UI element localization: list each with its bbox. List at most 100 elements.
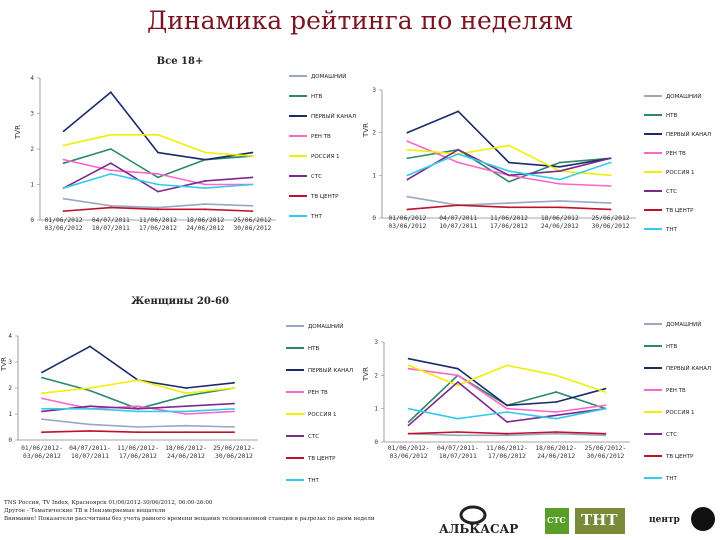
x-tick-label-line: 24/06/2012 — [541, 223, 579, 230]
data-point-россия-1 — [109, 133, 112, 136]
legend-label-стс: СТС — [666, 432, 677, 438]
data-point-первый-канал — [558, 165, 561, 168]
data-point-рен-тв — [555, 411, 558, 413]
data-point-тв-центр — [555, 431, 558, 433]
x-tick-label-line: 17/06/2012 — [119, 453, 157, 460]
legend-label-россия-1: РОССИЯ 1 — [308, 412, 337, 418]
y-tick-label: 4 — [8, 333, 12, 340]
data-point-тнт — [204, 187, 207, 189]
data-point-тв-центр — [558, 206, 561, 209]
series-line-домашний — [63, 197, 253, 209]
y-tick-label: 1 — [372, 172, 376, 179]
stc-logo-box — [545, 508, 569, 534]
data-point-тв-центр — [456, 431, 459, 433]
series-line-россия-1 — [408, 364, 606, 393]
data-point-стс — [89, 405, 91, 408]
data-point-россия-1 — [456, 384, 459, 387]
x-tick-label-line: 01/06/2012- — [21, 445, 63, 452]
x-tick-label: 25/06/2012 30/06/2012 — [233, 217, 271, 232]
data-point-стс — [185, 405, 187, 408]
x-tick-label-line: 25/06/2012 — [233, 217, 271, 224]
y-tick-label: 2 — [8, 385, 12, 392]
data-point-тв-центр — [457, 204, 460, 207]
y-tick-label: 3 — [30, 111, 34, 118]
data-point-россия-1 — [604, 391, 607, 393]
data-point-домашний — [558, 200, 561, 202]
data-point-рен-тв — [185, 413, 187, 415]
data-point-тнт — [185, 410, 187, 413]
data-point-домашний — [204, 203, 207, 205]
x-tick-label-line: 25/06/2012- — [213, 445, 255, 452]
x-tick-label-line: 17/06/2012 — [488, 453, 526, 460]
x-tick-label-line: 03/06/2012 — [45, 225, 83, 232]
data-point-тнт — [251, 183, 254, 186]
data-point-тнт — [406, 174, 409, 177]
center-logo: центр — [649, 515, 680, 525]
y-tick-label: 0 — [30, 217, 34, 224]
data-point-первый-канал — [508, 161, 510, 164]
alkasar-logo-mark — [459, 505, 487, 525]
data-point-домашний — [89, 423, 91, 426]
data-point-домашний — [251, 204, 254, 207]
data-point-домашний — [609, 202, 612, 204]
data-point-стс — [406, 178, 409, 181]
x-tick-label: 25/06/2012-30/06/2012 — [585, 445, 627, 460]
y-axis-label: TVR — [362, 123, 370, 138]
data-point-стс — [506, 421, 508, 423]
y-tick-label: 3 — [372, 87, 376, 94]
chart-men-20-60: Мужчины 20-60TVR012301/06/2012-03/06/201… — [362, 321, 711, 482]
x-tick-label-line: 17/06/2012 — [139, 225, 177, 232]
data-point-тв-центр — [609, 208, 612, 211]
y-tick-label: 3 — [374, 339, 378, 346]
legend-label-рен-тв: РЕН ТВ — [311, 134, 331, 140]
data-point-россия-1 — [609, 174, 612, 177]
data-point-рен-тв — [109, 169, 112, 172]
x-tick-label-line: 01/06/2012 — [45, 217, 83, 224]
data-point-нтв — [407, 421, 410, 423]
x-tick-label-line: 18/06/2012 — [186, 217, 224, 224]
data-point-первый-канал — [604, 387, 607, 390]
data-point-нтв — [89, 389, 91, 392]
footer-source: TNS Россия, TV Index, Красноярск 01/06/2… — [4, 500, 213, 506]
data-point-домашний — [62, 197, 65, 200]
data-point-россия-1 — [89, 387, 91, 389]
footer-notes: TNS Россия, TV Index, Красноярск 01/06/2… — [4, 499, 424, 523]
legend-label-нтв: НТВ — [308, 346, 319, 352]
x-tick-label-line: 25/06/2012- — [585, 445, 627, 452]
x-tick-label-line: 24/06/2012 — [167, 453, 205, 460]
data-point-тнт — [506, 411, 508, 413]
data-point-тв-центр — [406, 208, 409, 211]
legend-label-нтв: НТВ — [666, 344, 677, 350]
data-point-тв-центр — [506, 432, 508, 435]
tnt-logo: ТНТ — [581, 511, 618, 529]
legend-label-первый-канал: ПЕРВЫЙ КАНАЛ — [308, 367, 353, 374]
footer-other-note: Другое - Тематические ТВ и Неизмеряемые … — [4, 508, 166, 514]
data-point-стс — [407, 424, 410, 427]
data-point-тнт — [41, 407, 43, 410]
series-line-первый-канал — [407, 110, 611, 168]
x-tick-label-line: 03/06/2012 — [388, 223, 426, 230]
x-tick-label: 01/06/2012-03/06/2012 — [21, 445, 63, 460]
x-tick-label-line: 04/07/2011- — [69, 445, 111, 452]
data-point-россия-1 — [251, 155, 254, 157]
legend-label-россия-1: РОССИЯ 1 — [666, 410, 695, 416]
y-tick-label: 3 — [8, 359, 12, 366]
data-point-стс — [251, 176, 254, 179]
data-point-тнт — [558, 178, 561, 181]
legend-label-россия-1: РОССИЯ 1 — [666, 170, 695, 176]
chart-all-18plus: Все 18+ TVR 0 1 2 3 4 01/06/2012 03/06/2012 04/07… — [14, 56, 356, 232]
x-tick-label-line: 10/07/2011 — [439, 223, 477, 230]
y-tick-label: 2 — [30, 146, 34, 153]
data-point-стс — [555, 414, 558, 417]
x-tick-label-line: 25/06/2012 — [592, 215, 630, 222]
legend-label-нтв: НТВ — [311, 94, 322, 100]
x-tick-label-line: 03/06/2012 — [390, 453, 428, 460]
data-point-нтв — [41, 376, 43, 379]
legend-label-тв-центр: ТВ ЦЕНТР — [665, 208, 694, 214]
x-tick-label: 11/06/2012-17/06/2012 — [486, 445, 528, 460]
data-point-стс — [109, 162, 112, 165]
data-point-тнт — [137, 410, 139, 413]
data-point-стс — [41, 410, 43, 413]
data-point-первый-канал — [109, 91, 112, 94]
x-tick-label-line: 11/06/2012 — [490, 215, 528, 222]
